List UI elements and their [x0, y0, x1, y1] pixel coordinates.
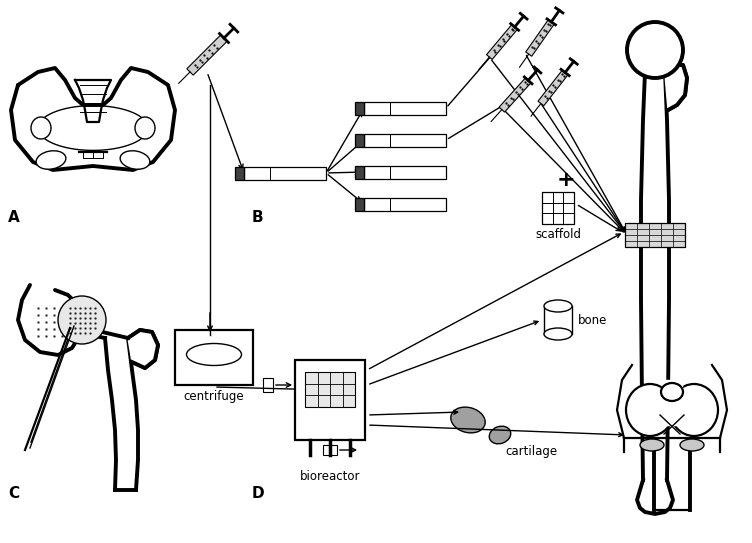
FancyBboxPatch shape	[323, 445, 337, 455]
Polygon shape	[364, 198, 446, 211]
Text: +: +	[556, 170, 575, 190]
Ellipse shape	[120, 151, 150, 169]
Polygon shape	[499, 78, 531, 112]
Text: bone: bone	[578, 313, 608, 326]
Polygon shape	[364, 102, 446, 115]
Text: B: B	[252, 210, 264, 225]
Polygon shape	[186, 35, 227, 75]
Polygon shape	[364, 166, 446, 179]
Ellipse shape	[640, 439, 664, 451]
Text: centrifuge: centrifuge	[183, 390, 244, 403]
Polygon shape	[487, 24, 517, 59]
Polygon shape	[355, 134, 364, 147]
Text: bioreactor: bioreactor	[300, 470, 360, 483]
Text: D: D	[252, 486, 265, 501]
Ellipse shape	[544, 328, 572, 340]
Polygon shape	[355, 102, 364, 115]
Circle shape	[627, 22, 683, 78]
Ellipse shape	[450, 407, 485, 433]
Ellipse shape	[680, 439, 704, 451]
Polygon shape	[355, 166, 364, 179]
Ellipse shape	[36, 151, 66, 169]
Ellipse shape	[490, 426, 511, 444]
FancyBboxPatch shape	[305, 372, 355, 407]
Polygon shape	[665, 65, 687, 110]
FancyBboxPatch shape	[542, 192, 574, 224]
FancyBboxPatch shape	[263, 378, 273, 392]
Polygon shape	[128, 330, 158, 368]
FancyBboxPatch shape	[295, 360, 365, 440]
Ellipse shape	[31, 117, 51, 139]
Ellipse shape	[135, 117, 155, 139]
Ellipse shape	[661, 383, 683, 401]
Text: C: C	[8, 486, 19, 501]
Polygon shape	[662, 380, 682, 425]
Text: cartilage: cartilage	[505, 445, 557, 458]
Ellipse shape	[626, 384, 674, 436]
Ellipse shape	[544, 300, 572, 312]
FancyBboxPatch shape	[625, 223, 685, 247]
Text: A: A	[8, 210, 20, 225]
Circle shape	[58, 296, 106, 344]
Polygon shape	[244, 167, 326, 180]
Polygon shape	[364, 134, 446, 147]
Polygon shape	[526, 20, 554, 56]
Ellipse shape	[670, 384, 718, 436]
Polygon shape	[538, 70, 568, 106]
FancyBboxPatch shape	[175, 330, 253, 385]
Text: scaffold: scaffold	[535, 228, 581, 241]
Polygon shape	[355, 198, 364, 211]
Polygon shape	[235, 167, 244, 180]
